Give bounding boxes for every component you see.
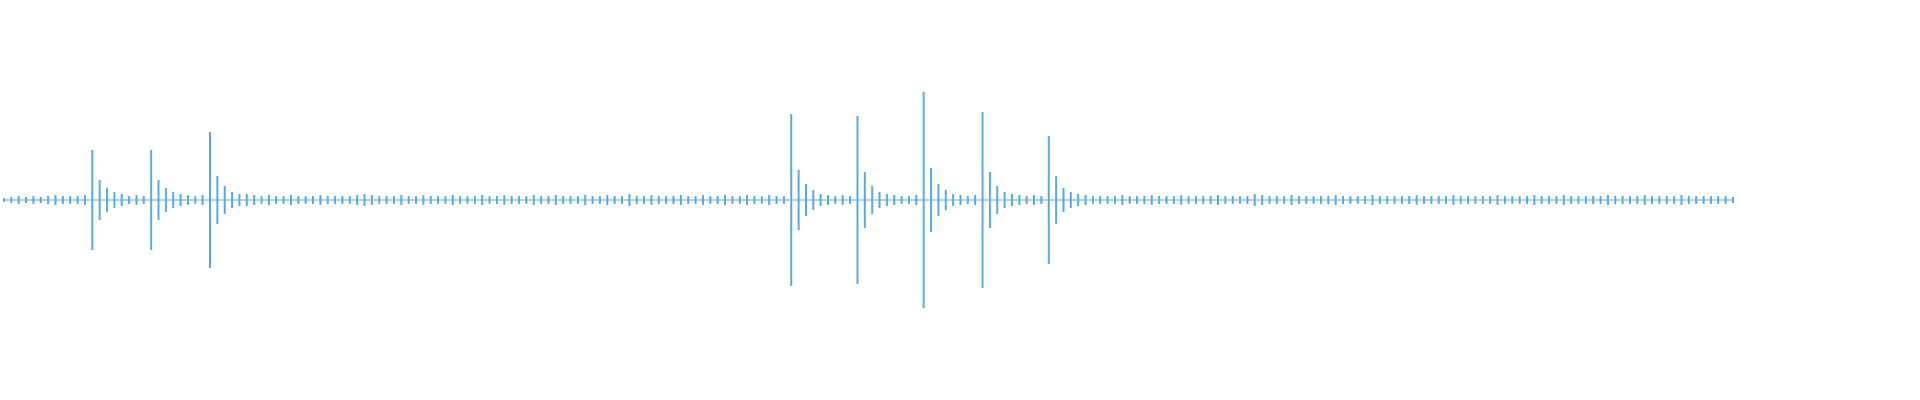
page: (() => { const data = JSON.parse(documen… [3, 92, 1734, 308]
waveform-chart [3, 92, 1734, 308]
